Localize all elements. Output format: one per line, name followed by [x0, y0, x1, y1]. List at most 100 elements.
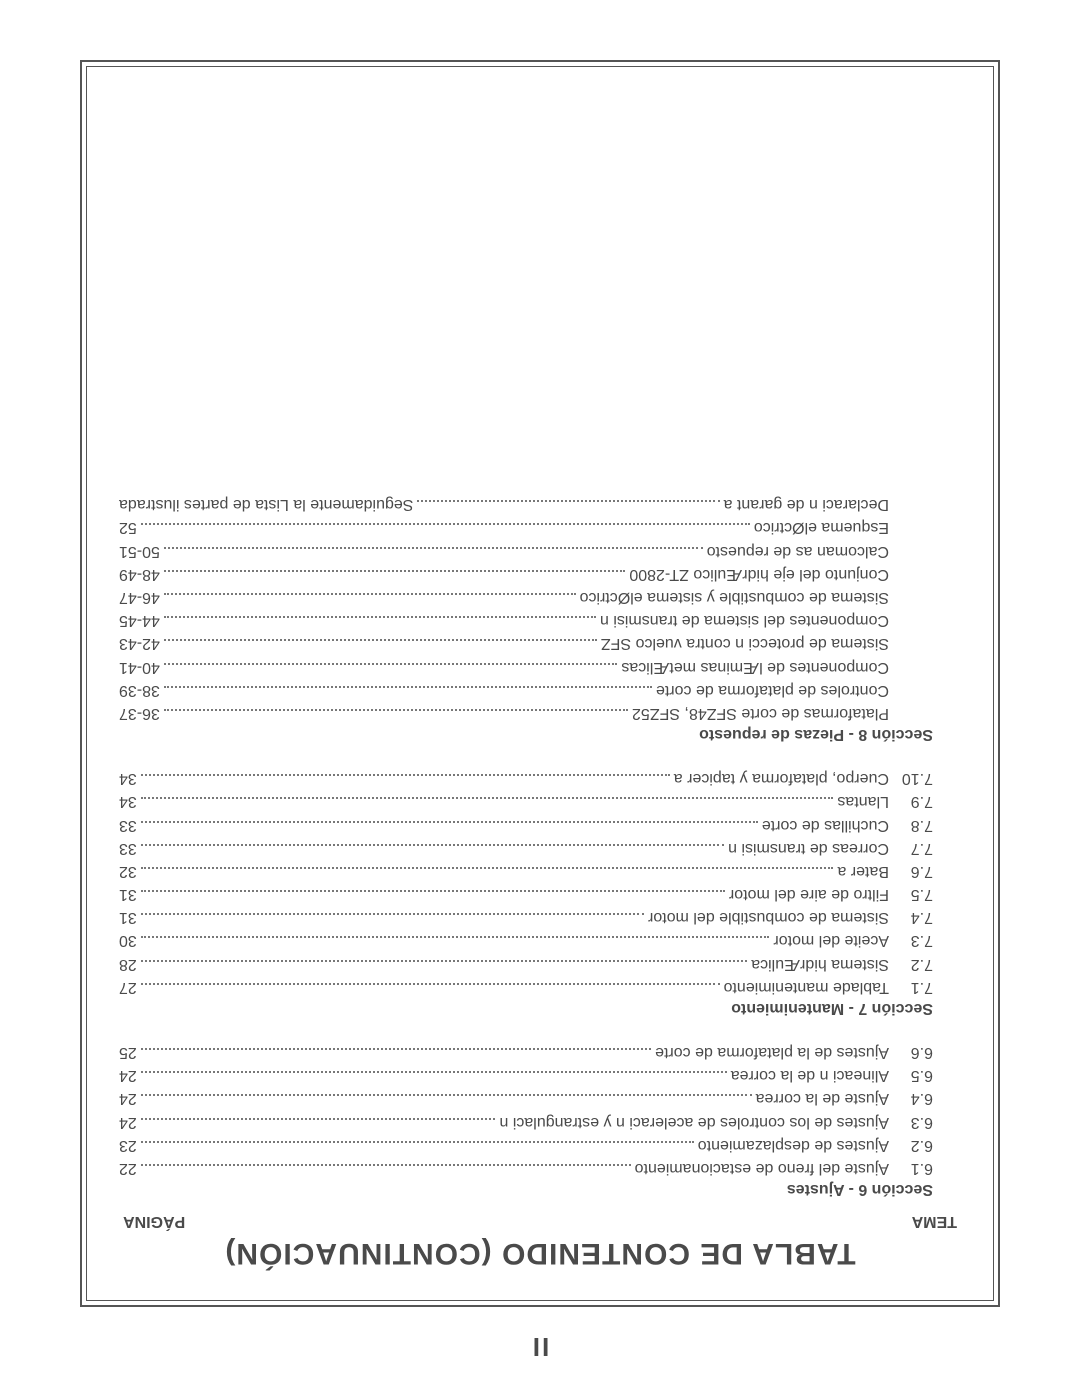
toc-entry: 7.1Tablade mantenimiento27 — [119, 976, 933, 999]
leader-dots — [141, 1094, 752, 1096]
entry-number: 7.8 — [889, 813, 933, 836]
entry-page: 33 — [119, 813, 137, 836]
entry-page: 25 — [119, 1041, 137, 1064]
entry-number: 7.10 — [889, 767, 933, 790]
entry-page: 23 — [119, 1134, 137, 1157]
leader-dots — [164, 709, 628, 711]
toc-entry: Componentes de lÆminas metÆlicas40-41 — [119, 655, 933, 678]
entry-number: 7.7 — [889, 837, 933, 860]
entry-page: 27 — [119, 976, 137, 999]
section-heading: Sección 6 - Ajustes — [119, 1180, 961, 1198]
entry-label: Calcoman as de repuesto — [707, 540, 889, 563]
entry-number: 6.5 — [889, 1064, 933, 1087]
entry-page: 34 — [119, 790, 137, 813]
toc-entry: 7.5Filtro de aire del motor31 — [119, 883, 933, 906]
entry-label: Sistema hidrÆulica — [751, 953, 889, 976]
entry-label: Esquema elØctrico — [754, 516, 889, 539]
leader-dots — [164, 639, 597, 641]
toc-entry: Esquema elØctrico 52 — [119, 516, 933, 539]
toc-entry: 7.6Bater a32 — [119, 860, 933, 883]
section-spacer — [119, 753, 961, 767]
entry-number: 7.6 — [889, 860, 933, 883]
section-spacer — [119, 479, 961, 493]
entry-label: Cuerpo, plataforma y tapicer a — [674, 767, 889, 790]
leader-dots — [417, 500, 719, 502]
section-entries: Plataformas de corte SFZ48, SFZ5236-37Co… — [119, 493, 961, 725]
leader-dots — [164, 686, 652, 688]
entry-page: 28 — [119, 953, 137, 976]
section-heading: Sección 7 - Mantenimiento — [119, 999, 961, 1017]
toc-entry: Conjunto del eje hidrÆulico ZT-2800 48-49 — [119, 563, 933, 586]
leader-dots — [141, 1048, 651, 1050]
entry-label: Ajuste del freno de estacionamiento — [635, 1157, 889, 1180]
entry-number: 6.4 — [889, 1087, 933, 1110]
toc-entry: 6.6Ajustes de la plataforma de corte25 — [119, 1041, 933, 1064]
entry-page: 31 — [119, 906, 137, 929]
entry-page: 32 — [119, 860, 137, 883]
leader-dots — [141, 797, 834, 799]
entry-page: 50-51 — [119, 540, 160, 563]
entry-number: 7.4 — [889, 906, 933, 929]
entry-page: 40-41 — [119, 655, 160, 678]
section-entries: 7.1Tablade mantenimiento277.2Sistema hid… — [119, 767, 961, 999]
toc-entry: 7.2Sistema hidrÆulica 28 — [119, 953, 933, 976]
toc-entry: 6.5Alineaci n de la correa24 — [119, 1064, 933, 1087]
entry-number: 6.2 — [889, 1134, 933, 1157]
entry-label: Sistema de combustible y sistema elØctri… — [580, 586, 889, 609]
entry-label: Ajustes de los controles de aceleraci n … — [499, 1110, 889, 1133]
entry-label: Conjunto del eje hidrÆulico ZT-2800 — [629, 563, 889, 586]
entry-label: Controles de plataforma de corte — [656, 679, 889, 702]
entry-number: 7.3 — [889, 929, 933, 952]
leader-dots — [164, 593, 576, 595]
entry-label: Ajuste de la correa — [756, 1087, 889, 1110]
entry-number: 7.1 — [889, 976, 933, 999]
entry-page: 52 — [119, 516, 137, 539]
toc-entry: 7.7Correas de transmisi n33 — [119, 837, 933, 860]
leader-dots — [141, 1118, 496, 1120]
page: II TABLA DE CONTENIDO (CONTINUACIÓN) TEM… — [0, 0, 1080, 1397]
entry-page: 48-49 — [119, 563, 160, 586]
entry-page: 34 — [119, 767, 137, 790]
entry-number: 7.2 — [889, 953, 933, 976]
leader-dots — [164, 663, 617, 665]
toc-entry: Calcoman as de repuesto 50-51 — [119, 540, 933, 563]
leader-dots — [141, 937, 770, 939]
entry-page: 31 — [119, 883, 137, 906]
frame-inner: TABLA DE CONTENIDO (CONTINUACIÓN) TEMA P… — [86, 66, 994, 1301]
entry-number: 7.5 — [889, 883, 933, 906]
leader-dots — [164, 547, 703, 549]
toc-entry: 6.3Ajustes de los controles de aceleraci… — [119, 1110, 933, 1133]
entry-label: Llantas — [837, 790, 889, 813]
leader-dots — [141, 867, 834, 869]
toc-entry: 7.10Cuerpo, plataforma y tapicer a 34 — [119, 767, 933, 790]
entry-label: Componentes del sistema de transmisi n — [600, 609, 889, 632]
leader-dots — [141, 960, 747, 962]
leader-dots — [141, 913, 644, 915]
entry-label: Aceite del motor — [773, 929, 889, 952]
entry-page: 22 — [119, 1157, 137, 1180]
entry-number: 6.1 — [889, 1157, 933, 1180]
toc-entry: 7.4Sistema de combustible del motor31 — [119, 906, 933, 929]
toc-entry: 7.8Cuchillas de corte33 — [119, 813, 933, 836]
leader-dots — [141, 890, 725, 892]
toc-entry: 7.3Aceite del motor30 — [119, 929, 933, 952]
entry-number: 6.3 — [889, 1110, 933, 1133]
col-left-label: TEMA — [912, 1212, 957, 1230]
leader-dots — [164, 570, 625, 572]
frame-outer: TABLA DE CONTENIDO (CONTINUACIÓN) TEMA P… — [80, 60, 1000, 1307]
toc-entry: Plataformas de corte SFZ48, SFZ5236-37 — [119, 702, 933, 725]
leader-dots — [141, 1071, 727, 1073]
entry-page: 46-47 — [119, 586, 160, 609]
entry-number: 6.6 — [889, 1041, 933, 1064]
toc-entry: Sistema de combustible y sistema elØctri… — [119, 586, 933, 609]
entry-label: Ajustes de desplazamiento — [698, 1134, 889, 1157]
leader-dots — [141, 524, 750, 526]
leader-dots — [164, 616, 596, 618]
leader-dots — [141, 844, 724, 846]
entry-page: 36-37 — [119, 702, 160, 725]
section-spacer — [119, 1027, 961, 1041]
entry-page: Seguidamente la Lista de partes ilustrad… — [119, 493, 413, 516]
entry-label: Correas de transmisi n — [728, 837, 889, 860]
entry-label: Declaraci n de garant a — [724, 493, 889, 516]
toc-entry: Componentes del sistema de transmisi n44… — [119, 609, 933, 632]
